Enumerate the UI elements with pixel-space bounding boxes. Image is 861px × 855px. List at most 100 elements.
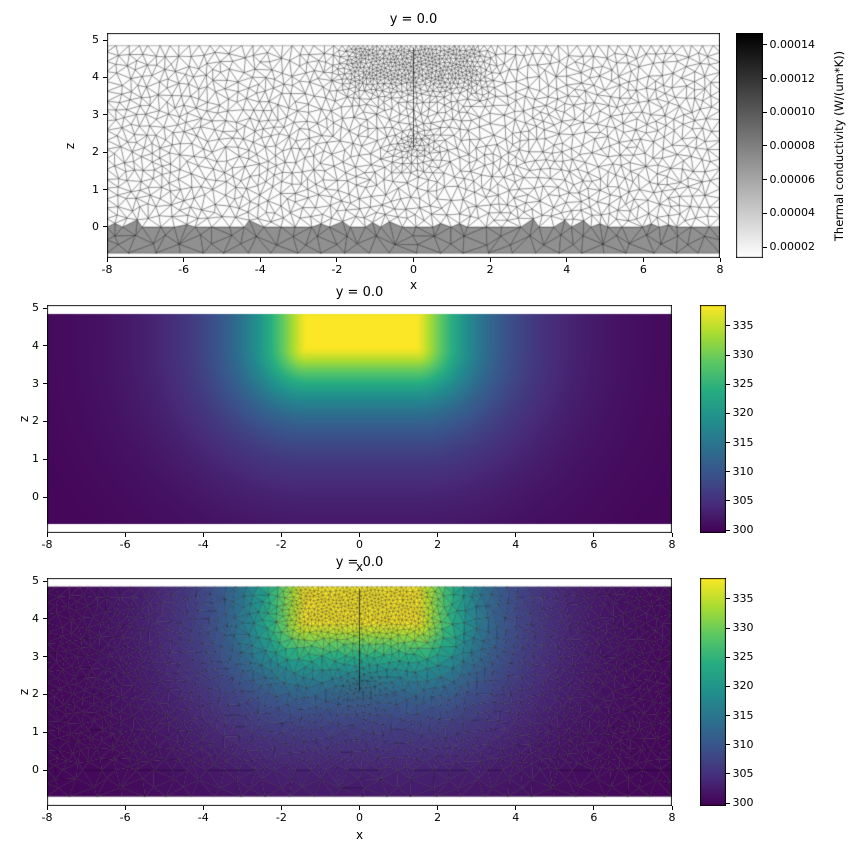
x-tick-label: -2 xyxy=(275,538,287,551)
colorbar-tick-mark xyxy=(763,44,767,46)
colorbar-tick-mark xyxy=(726,500,730,502)
temperature-mesh-plot-canvas xyxy=(47,578,672,806)
temperature-colorbar-2-gradient xyxy=(700,578,726,806)
x-tick-label: -8 xyxy=(41,811,53,824)
x-tick-mark xyxy=(183,258,185,262)
colorbar-tick-label: 0.00010 xyxy=(769,105,816,119)
colorbar-tick-mark xyxy=(726,802,730,804)
x-tick-label: -4 xyxy=(197,538,209,551)
y-tick-mark xyxy=(43,458,47,460)
colorbar-tick-label: 0.00008 xyxy=(769,138,816,152)
x-tick-mark xyxy=(719,258,721,262)
x-tick-label: 0 xyxy=(410,263,417,276)
y-tick-label: 3 xyxy=(92,107,99,121)
colorbar-tick-mark xyxy=(763,246,767,248)
temperature-colorbar-gradient xyxy=(700,305,726,533)
mesh-plot: y = 0.0 z x -8 -6 -4 -2 0 2 4 6 8 0 1 2 3 4 5 xyxy=(63,12,724,292)
x-tick-label: 2 xyxy=(434,811,442,824)
y-tick-mark xyxy=(43,731,47,733)
y-tick-mark xyxy=(43,420,47,422)
x-tick-mark xyxy=(413,258,414,262)
temperature-colorbar-2: 335 330 325 320 315 310 305 300 xyxy=(700,578,754,809)
x-tick-label: -8 xyxy=(41,538,53,551)
colorbar-tick-label: 325 xyxy=(732,377,754,391)
y-tick-label: 4 xyxy=(92,70,99,84)
x-tick-mark xyxy=(202,533,204,537)
y-tick-label: 2 xyxy=(92,145,99,159)
y-tick-label: 1 xyxy=(32,725,39,739)
x-tick-mark xyxy=(489,258,491,262)
colorbar-tick-label: 310 xyxy=(732,737,754,751)
colorbar-tick-mark xyxy=(726,598,730,600)
x-tick-mark xyxy=(202,806,204,810)
x-tick-mark xyxy=(259,258,261,262)
y-tick-label: 5 xyxy=(92,33,99,47)
colorbar-tick-label: 0.00002 xyxy=(769,240,816,254)
x-tick-mark xyxy=(46,533,48,537)
x-tick-label: -4 xyxy=(197,811,209,824)
x-tick-mark xyxy=(106,258,108,262)
colorbar-tick-mark xyxy=(726,656,730,658)
temperature-colorbar: 335 330 325 320 315 310 305 300 xyxy=(700,305,754,536)
colorbar-tick-label: 335 xyxy=(732,591,754,605)
colorbar-tick-mark xyxy=(763,212,767,214)
y-tick-label: 4 xyxy=(32,338,39,352)
y-tick-mark xyxy=(43,580,47,582)
y-tick-mark xyxy=(43,496,47,498)
y-tick-label: 2 xyxy=(32,414,39,428)
x-tick-mark xyxy=(280,533,282,537)
x-tick-mark xyxy=(566,258,568,262)
mesh-plot-title: y = 0.0 xyxy=(389,12,438,27)
mesh-plot-x-axis-label: x xyxy=(409,278,418,292)
x-tick-label: 8 xyxy=(716,263,724,276)
y-tick-label: 0 xyxy=(32,490,39,504)
y-tick-mark xyxy=(43,693,47,695)
y-tick-label: 3 xyxy=(32,649,39,663)
temperature-mesh-plot-title: y = 0.0 xyxy=(335,555,384,570)
colorbar-tick-label: 305 xyxy=(732,766,754,780)
mesh-plot-canvas xyxy=(107,33,720,258)
colorbar-tick-mark xyxy=(726,744,730,746)
conductivity-colorbar-gradient xyxy=(736,33,763,258)
colorbar-tick-label: 310 xyxy=(732,464,754,478)
x-tick-mark xyxy=(515,533,517,537)
colorbar-tick-label: 320 xyxy=(732,406,754,420)
colorbar-tick-label: 0.00012 xyxy=(769,71,816,85)
colorbar-tick-mark xyxy=(726,325,730,327)
x-tick-mark xyxy=(642,258,644,262)
y-tick-label: 4 xyxy=(32,611,39,625)
x-tick-mark xyxy=(437,806,439,810)
x-tick-label: 4 xyxy=(512,538,520,551)
colorbar-tick-mark xyxy=(726,471,730,473)
y-tick-label: 2 xyxy=(32,687,39,701)
x-tick-label: 0 xyxy=(356,811,363,824)
colorbar-tick-mark xyxy=(726,412,730,414)
colorbar-tick-label: 315 xyxy=(732,435,754,449)
temperature-field-plot-title: y = 0.0 xyxy=(335,285,384,300)
x-tick-label: -6 xyxy=(178,263,190,276)
colorbar-tick-label: 330 xyxy=(732,621,754,635)
x-tick-label: -8 xyxy=(101,263,113,276)
x-tick-mark xyxy=(515,806,517,810)
colorbar-tick-label: 315 xyxy=(732,708,754,722)
colorbar-tick-mark xyxy=(726,354,730,356)
x-tick-mark xyxy=(671,806,673,810)
x-tick-mark xyxy=(437,533,439,537)
y-tick-label: 3 xyxy=(32,376,39,390)
x-tick-label: -4 xyxy=(254,263,266,276)
colorbar-tick-label: 335 xyxy=(732,318,754,332)
x-tick-mark xyxy=(280,806,282,810)
colorbar-tick-mark xyxy=(726,627,730,629)
temperature-mesh-plot: y = 0.0 z x -8 -6 -4 -2 0 2 4 6 8 0 1 2 3 4 5 xyxy=(17,555,676,842)
colorbar-tick-mark xyxy=(763,179,767,181)
colorbar-tick-label: 320 xyxy=(732,679,754,693)
colorbar-tick-label: 330 xyxy=(732,348,754,362)
y-tick-label: 0 xyxy=(32,763,39,777)
y-tick-mark xyxy=(103,151,107,153)
y-tick-mark xyxy=(43,345,47,347)
colorbar-tick-label: 305 xyxy=(732,493,754,507)
x-tick-mark xyxy=(124,533,126,537)
conductivity-colorbar: Thermal conductivity (W/(um*K)) 0.00014 0… xyxy=(736,33,846,258)
x-tick-mark xyxy=(46,806,48,810)
x-tick-label: 6 xyxy=(590,538,598,551)
